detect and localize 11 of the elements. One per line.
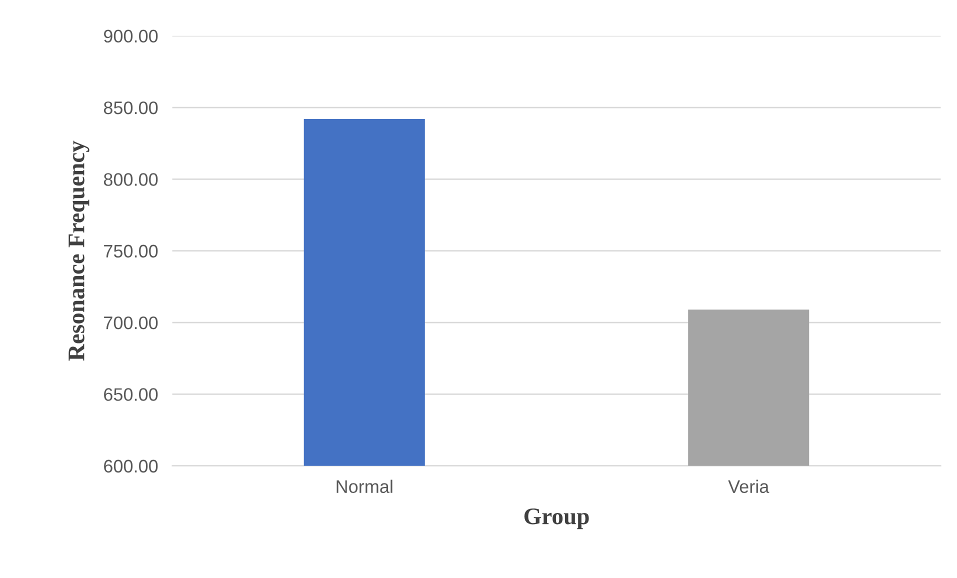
y-tick-label: 600.00 — [104, 460, 158, 473]
y-tick-label: 900.00 — [104, 30, 158, 43]
x-tick-label: Veria — [728, 480, 770, 494]
y-axis-title: Resonance Frequency — [68, 140, 90, 361]
y-tick-label: 650.00 — [104, 388, 158, 401]
y-tick-label: 850.00 — [104, 101, 158, 114]
x-tick-label: Normal — [336, 480, 392, 494]
y-tick-label: 700.00 — [104, 316, 158, 330]
y-tick-label: 800.00 — [104, 173, 158, 186]
x-axis-title: Group — [524, 508, 589, 530]
y-tick-label: 750.00 — [104, 244, 158, 258]
